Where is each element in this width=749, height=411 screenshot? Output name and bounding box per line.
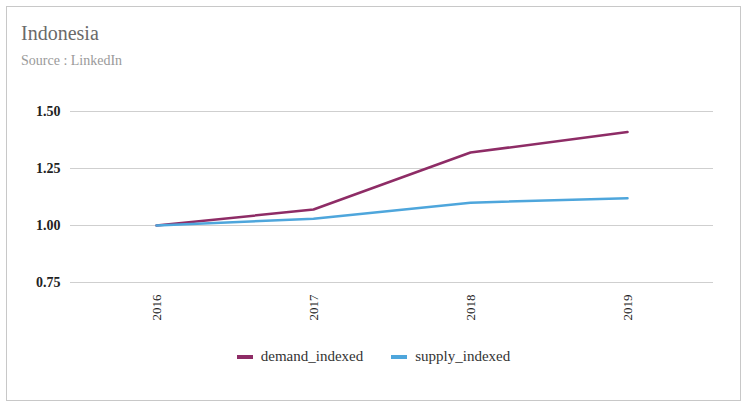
svg-text:1.50: 1.50: [36, 104, 61, 119]
html-text:demand_indexed: demand_indexed: [260, 348, 364, 364]
html-text:Source : LinkedIn: Source : LinkedIn: [21, 53, 123, 68]
svg-text:2019: 2019: [620, 295, 635, 321]
svg-text:2016: 2016: [149, 294, 164, 321]
svg-text:0.75: 0.75: [36, 275, 61, 290]
svg-text:2017: 2017: [306, 294, 321, 321]
svg-text:1.25: 1.25: [36, 161, 61, 176]
html-text:Indonesia: Indonesia: [21, 22, 99, 44]
svg-text:2018: 2018: [463, 295, 478, 321]
svg-text:1.00: 1.00: [36, 218, 61, 233]
html-text:supply_indexed: supply_indexed: [415, 348, 511, 364]
